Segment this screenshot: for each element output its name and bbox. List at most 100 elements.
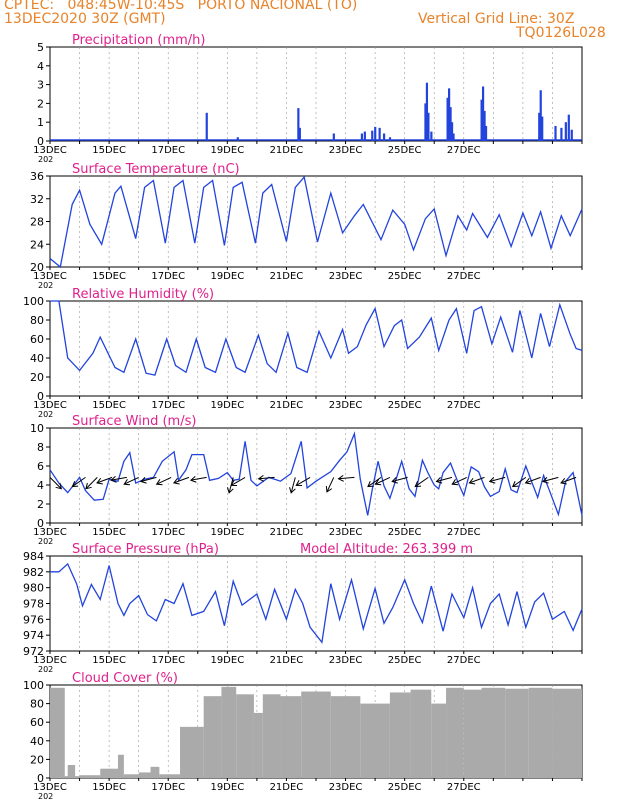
precip-bar — [388, 137, 392, 141]
precip-bar — [425, 82, 429, 141]
y-tick-label: 3 — [37, 79, 44, 92]
x-date-label: 27DEC — [447, 271, 481, 282]
precip-bar — [382, 133, 386, 141]
x-date-label: 13DEC — [33, 782, 67, 793]
cloud-bar — [100, 768, 118, 778]
precip-bar — [205, 112, 208, 141]
precip-bar — [567, 114, 570, 141]
wind-arrow — [436, 476, 453, 483]
precip-bar — [374, 126, 377, 141]
cloud-bar — [330, 696, 361, 778]
x-date-label: 23DEC — [329, 782, 363, 793]
precip-bar — [371, 130, 374, 141]
x-date-label: 21DEC — [270, 145, 304, 156]
y-tick-label: 980 — [23, 582, 44, 595]
wind-arrow-head — [488, 477, 496, 484]
y-tick-label: 32 — [30, 193, 44, 206]
wind-arrow — [85, 477, 98, 490]
y-tick-label: 36 — [30, 170, 44, 183]
x-date-label: 21DEC — [270, 400, 304, 411]
x-date-label: 25DEC — [388, 400, 422, 411]
wind-arrow — [290, 477, 296, 493]
precip-bar — [452, 133, 455, 141]
wind-arrow-head — [325, 486, 333, 493]
precip-bar — [427, 112, 430, 141]
y-tick-label: 20 — [30, 753, 44, 766]
wind-arrow-head — [451, 479, 459, 486]
x-date-label: 19DEC — [210, 782, 244, 793]
cloud-bar — [360, 703, 390, 778]
wind-arrow-head — [374, 479, 382, 486]
wind-arrow-head — [257, 474, 265, 482]
panel-title: Surface Temperature (nC) — [72, 162, 240, 177]
x-date-label: 13DEC — [33, 271, 67, 282]
wind-arrow-head — [391, 477, 398, 484]
y-tick-label: 0 — [37, 517, 44, 530]
cloud-bar — [463, 689, 482, 778]
wind-arrow — [512, 476, 527, 487]
cloud-bar — [180, 726, 204, 778]
y-tick-label: 0 — [37, 135, 44, 148]
wind-arrow — [173, 476, 190, 484]
x-date-label: 15DEC — [92, 782, 126, 793]
y-tick-label: 1 — [37, 116, 44, 129]
y-tick-label: 20 — [30, 261, 44, 274]
wind-arrow — [375, 476, 391, 485]
wind-arrow — [49, 477, 62, 490]
x-date-label: 15DEC — [92, 400, 126, 411]
wind-arrow — [156, 476, 172, 485]
y-tick-label: 2 — [37, 498, 44, 511]
wind-arrow-head — [541, 477, 549, 484]
precip-bar — [448, 88, 451, 141]
y-tick-label: 984 — [23, 550, 44, 563]
y-tick-label: 5 — [37, 41, 44, 54]
wind-arrow-head — [289, 487, 296, 494]
wind-arrow-head — [140, 477, 147, 484]
cloud-bar — [505, 688, 529, 778]
precip-bar — [424, 103, 427, 141]
precip-bar — [236, 137, 239, 141]
y-tick-label: 100 — [23, 679, 44, 692]
x-date-label: 13DEC — [33, 527, 67, 538]
x-date-label: 19DEC — [210, 655, 244, 666]
precip-bar — [298, 127, 301, 141]
cloud-bar — [150, 766, 160, 778]
x-year-stub: 202 — [38, 537, 53, 546]
cloud-bar — [410, 689, 432, 778]
cloud-bar — [159, 774, 181, 778]
cloud-bar — [50, 687, 65, 778]
x-date-label: 25DEC — [388, 782, 422, 793]
wind-arrow-head — [468, 478, 476, 485]
precip-bar — [539, 90, 542, 141]
wind-arrow-head — [123, 479, 131, 486]
wind-arrow — [525, 476, 541, 484]
wind-arrow — [469, 476, 485, 484]
cloud-bar — [280, 696, 302, 778]
wind-arrow — [452, 476, 467, 485]
panel-title: Cloud Cover (%) — [72, 671, 178, 686]
y-tick-label: 2 — [37, 97, 44, 110]
series-line — [50, 562, 583, 644]
x-date-label: 19DEC — [210, 145, 244, 156]
y-tick-label: 28 — [30, 216, 44, 229]
y-tick-label: 60 — [30, 716, 44, 729]
y-tick-label: 20 — [30, 371, 44, 384]
wind-arrow — [414, 476, 429, 487]
wind-arrow — [190, 476, 207, 481]
precip-bar — [484, 125, 488, 141]
wind-arrow — [560, 476, 577, 484]
cloud-bar — [481, 687, 506, 778]
x-date-label: 21DEC — [270, 271, 304, 282]
x-date-label: 17DEC — [151, 271, 185, 282]
x-date-label: 27DEC — [447, 782, 481, 793]
y-tick-label: 6 — [37, 460, 44, 473]
x-date-label: 15DEC — [92, 145, 126, 156]
x-date-label: 27DEC — [447, 527, 481, 538]
y-tick-label: 24 — [30, 238, 44, 251]
x-date-label: 15DEC — [92, 527, 126, 538]
wind-arrow-head — [414, 481, 422, 488]
y-tick-label: 80 — [30, 698, 44, 711]
x-date-label: 13DEC — [33, 145, 67, 156]
x-date-label: 27DEC — [447, 400, 481, 411]
